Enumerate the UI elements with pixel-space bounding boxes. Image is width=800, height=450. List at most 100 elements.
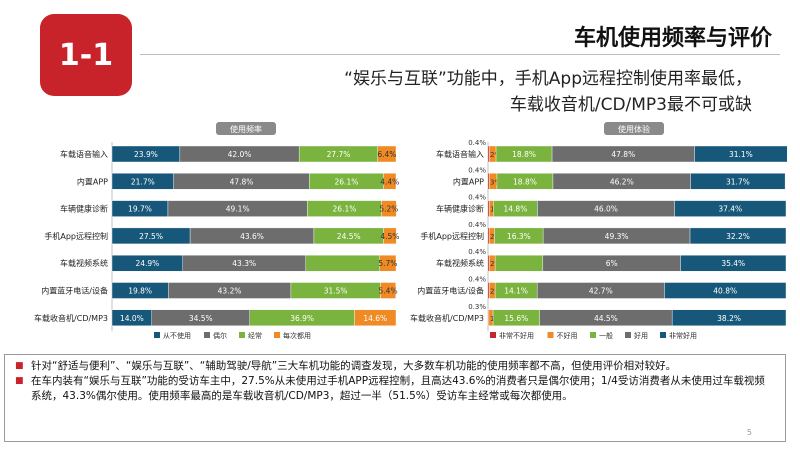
data-label: 5.7% [378, 259, 397, 268]
legend-swatch [490, 332, 496, 338]
data-label: 0.4% [468, 194, 486, 202]
data-label: 0.4% [468, 248, 486, 256]
data-label: 19.8% [128, 287, 152, 296]
page-number: 5 [746, 428, 752, 437]
title-divider [140, 54, 780, 55]
legend-label: 经常 [248, 331, 262, 340]
data-label: 18.8% [513, 177, 537, 186]
data-label: 31.7% [726, 177, 750, 186]
data-label: 37.4% [718, 205, 742, 214]
page-title: 车机使用频率与评价 [573, 26, 772, 51]
category-label: 车载视频系统 [60, 258, 108, 268]
data-label: 46.0% [594, 205, 618, 214]
data-label: 14.0% [120, 314, 144, 323]
data-label: 4.4% [380, 177, 399, 186]
note-text: 在车内装有“娱乐与互联”功能的受访车主中，27.5%从未使用过手机APP远程控制… [31, 375, 765, 402]
bar-segment [671, 309, 787, 327]
data-label: 47.8% [611, 150, 635, 159]
bar-segment [377, 145, 397, 163]
category-label: 车载视频系统 [436, 258, 484, 268]
data-label: 36.9% [290, 314, 314, 323]
category-label: 内置蓝牙电话/设备 [41, 286, 108, 296]
section-badge: 1-1 [40, 14, 132, 96]
bar-segment [380, 282, 396, 299]
data-label: 49.3% [605, 232, 629, 241]
legend-swatch [239, 332, 245, 338]
data-label: 2% [490, 151, 501, 159]
data-label: 14.8% [504, 205, 528, 214]
bar-segment [690, 173, 786, 190]
legend-label: 每次都用 [283, 331, 311, 340]
data-label: 18.8% [512, 150, 536, 159]
legend-swatch [154, 332, 160, 338]
bar-segment [494, 254, 544, 272]
data-label: 26.1% [333, 205, 357, 214]
category-label: 车辆健康诊断 [436, 204, 484, 214]
data-label: 24.5% [337, 232, 361, 241]
bar-segment [305, 254, 381, 272]
bar-segment [689, 227, 787, 245]
data-label: 49.1% [226, 205, 250, 214]
legend-swatch [625, 332, 631, 338]
category-label: 车载收音机/CD/MP3 [410, 313, 484, 323]
legend-label: 不好用 [557, 331, 578, 340]
data-label: 26.1% [335, 177, 359, 186]
chart-title-pill [216, 122, 276, 135]
legend-swatch [204, 332, 210, 338]
bar-segment [664, 282, 787, 299]
data-label: 5.2% [379, 205, 398, 214]
data-label: 0.3% [468, 303, 486, 311]
data-label: 23.9% [134, 150, 158, 159]
legend-label: 从不使用 [163, 331, 191, 340]
data-label: 27.7% [327, 150, 351, 159]
chart-title: 使用体验 [618, 124, 650, 134]
bar-segment [354, 309, 397, 327]
data-label: 42.7% [589, 287, 613, 296]
bar-segment [383, 173, 397, 190]
legend-label: 偶尔 [213, 331, 227, 340]
data-label: 24.9% [135, 259, 159, 268]
bar-segment [694, 145, 788, 163]
data-label: 31.5% [324, 287, 348, 296]
data-label: 38.2% [717, 314, 741, 323]
data-label: 40.8% [713, 287, 737, 296]
data-label: 3% [490, 178, 501, 186]
chart-title: 使用频率 [230, 124, 262, 134]
category-label: 内置APP [453, 176, 484, 186]
data-label: 0.4% [468, 166, 486, 174]
data-label: 0.4% [468, 139, 486, 147]
data-label: 15.6% [504, 314, 528, 323]
bar-segment [674, 200, 787, 217]
chart-title-pill [604, 122, 664, 135]
subtitle-line-2: 车载收音机/CD/MP3最不可或缺 [509, 95, 752, 115]
data-label: 47.8% [230, 177, 254, 186]
data-label: 44.5% [594, 314, 618, 323]
category-label: 车载收音机/CD/MP3 [34, 313, 108, 323]
notes-box: ■ 针对“舒适与便利”、“娱乐与互联”、“辅助驾驶/导航”三大车机功能的调查发现… [4, 354, 786, 442]
category-label: 内置蓝牙电话/设备 [417, 286, 484, 296]
usage-experience-chart: 使用体验 车载语音输入 0.4% 2% 18.8% 47.8% 31.1% 内置APP 0.4%… [404, 120, 790, 350]
usage-frequency-chart: 使用频率 车载语音输入 23.9% 42.0% 27.7% 6.4% 内置APP 21.7% 4… [4, 120, 400, 350]
data-label: 4.5% [380, 232, 399, 241]
legend-label: 非常好用 [669, 331, 697, 340]
data-label: 6.4% [377, 150, 396, 159]
data-label: 16.3% [507, 232, 531, 241]
data-label: 5.4% [379, 287, 398, 296]
category-label: 手机App远程控制 [420, 231, 484, 241]
data-label: 35.4% [721, 259, 745, 268]
legend-swatch [274, 332, 280, 338]
bar-segment [379, 254, 397, 272]
bullet-icon: ■ [15, 361, 24, 371]
category-label: 手机App远程控制 [44, 231, 108, 241]
bar-segment [381, 200, 397, 217]
data-label: 14.1% [504, 287, 528, 296]
data-label: 21.7% [131, 177, 155, 186]
legend-swatch [547, 332, 554, 338]
legend-swatch [660, 332, 666, 338]
data-label: 27.5% [139, 232, 163, 241]
legend-label: 好用 [634, 331, 648, 340]
category-label: 车辆健康诊断 [60, 204, 108, 214]
category-label: 内置APP [77, 176, 108, 186]
